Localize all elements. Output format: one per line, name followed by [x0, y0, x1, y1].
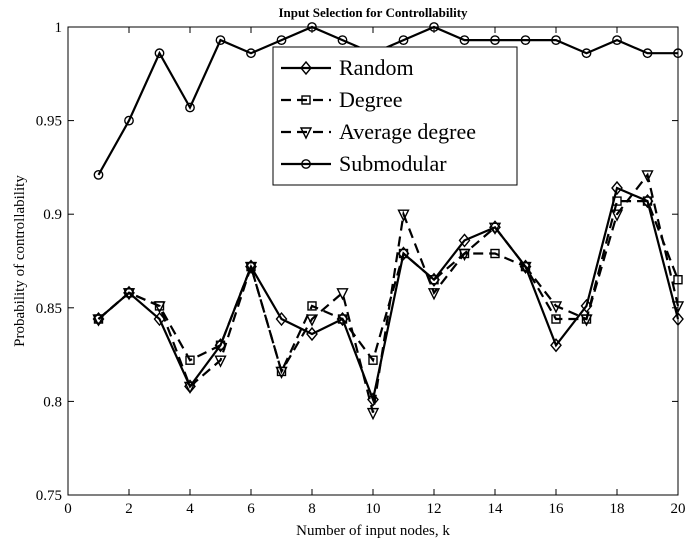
data-point-degree: [185, 355, 195, 365]
x-tick-label: 0: [64, 501, 72, 517]
data-point-degree: [368, 355, 378, 365]
data-point-average-degree: [397, 209, 410, 222]
data-point-average-degree: [305, 314, 319, 327]
x-tick-label: 20: [671, 501, 686, 517]
data-point-degree: [490, 248, 500, 259]
legend-label-submodular: Submodular: [339, 151, 447, 176]
data-point-random: [458, 233, 471, 248]
data-point-random: [611, 180, 623, 196]
legend-label-average-degree: Average degree: [339, 119, 476, 144]
data-point-average-degree: [366, 407, 380, 421]
data-point-submodular: [459, 35, 470, 46]
data-point-submodular: [520, 35, 531, 46]
x-tick-label: 18: [610, 501, 625, 517]
data-point-submodular: [93, 169, 104, 180]
data-point-average-degree: [610, 209, 624, 222]
x-tick-label: 10: [366, 501, 381, 517]
x-tick-label: 14: [488, 501, 504, 517]
data-point-random: [550, 338, 562, 353]
x-tick-label: 6: [247, 501, 255, 517]
data-point-submodular: [246, 48, 256, 59]
y-tick-label: 0.75: [36, 488, 62, 504]
data-point-average-degree: [641, 170, 654, 183]
x-axis-label: Number of input nodes, k: [296, 523, 450, 539]
data-point-average-degree: [183, 381, 197, 394]
data-point-random: [306, 326, 318, 342]
data-point-submodular: [185, 102, 195, 113]
data-point-degree: [307, 301, 317, 311]
legend: Random Degree Average degree Submodular: [272, 46, 518, 186]
data-point-average-degree: [549, 301, 563, 314]
data-point-submodular: [581, 48, 592, 59]
data-point-degree: [551, 314, 561, 324]
y-tick-label: 1: [55, 20, 63, 36]
data-point-submodular: [398, 35, 409, 46]
data-point-average-degree: [488, 222, 502, 235]
y-axis-label: Probability of controllability: [12, 175, 28, 347]
data-point-degree: [642, 196, 653, 206]
data-point-submodular: [124, 115, 134, 126]
data-point-submodular: [612, 35, 622, 46]
x-tick-label: 4: [186, 501, 194, 517]
data-point-submodular: [490, 35, 500, 46]
data-point-average-degree: [427, 288, 441, 301]
legend-marker-random: [300, 60, 312, 76]
legend-label-random: Random: [339, 55, 414, 80]
data-point-average-degree: [92, 314, 105, 327]
data-point-average-degree: [519, 261, 532, 275]
data-point-submodular: [154, 48, 165, 59]
data-point-average-degree: [153, 301, 166, 314]
x-tick-label: 12: [427, 501, 442, 517]
legend-label-degree: Degree: [339, 87, 403, 112]
chart-title: Input Selection for Controllability: [278, 5, 468, 20]
data-point-average-degree: [580, 314, 593, 327]
y-tick-label: 0.95: [36, 114, 62, 130]
legend-marker-submodular: [301, 159, 311, 169]
y-tick-label: 0.9: [43, 207, 62, 223]
data-point-submodular: [276, 35, 287, 46]
x-axis: 0 2 4 6 8 10 12 14 16 18 20: [64, 27, 686, 517]
x-tick-label: 16: [549, 501, 565, 517]
data-point-submodular: [337, 35, 348, 46]
y-tick-label: 0.85: [36, 301, 62, 317]
y-axis: 0.75 0.8 0.85 0.9 0.95 1: [36, 20, 678, 504]
data-point-average-degree: [122, 288, 136, 301]
data-point-submodular: [642, 48, 653, 59]
data-point-degree: [398, 248, 409, 259]
series-line-random: [97, 186, 680, 404]
data-point-submodular: [215, 35, 226, 46]
legend-marker-average-degree: [299, 127, 313, 140]
data-point-average-degree: [336, 288, 349, 301]
data-point-submodular: [551, 35, 561, 46]
data-point-random: [275, 311, 288, 327]
legend-box: [272, 46, 518, 186]
x-tick-label: 8: [308, 501, 316, 517]
legend-marker-degree: [301, 95, 311, 105]
x-tick-label: 2: [125, 501, 133, 517]
y-tick-label: 0.8: [43, 394, 62, 410]
data-point-degree: [337, 314, 348, 324]
data-point-degree: [612, 196, 622, 206]
data-point-average-degree: [458, 248, 471, 262]
data-point-average-degree: [244, 261, 258, 275]
data-point-average-degree: [214, 355, 227, 368]
data-point-average-degree: [275, 366, 288, 380]
